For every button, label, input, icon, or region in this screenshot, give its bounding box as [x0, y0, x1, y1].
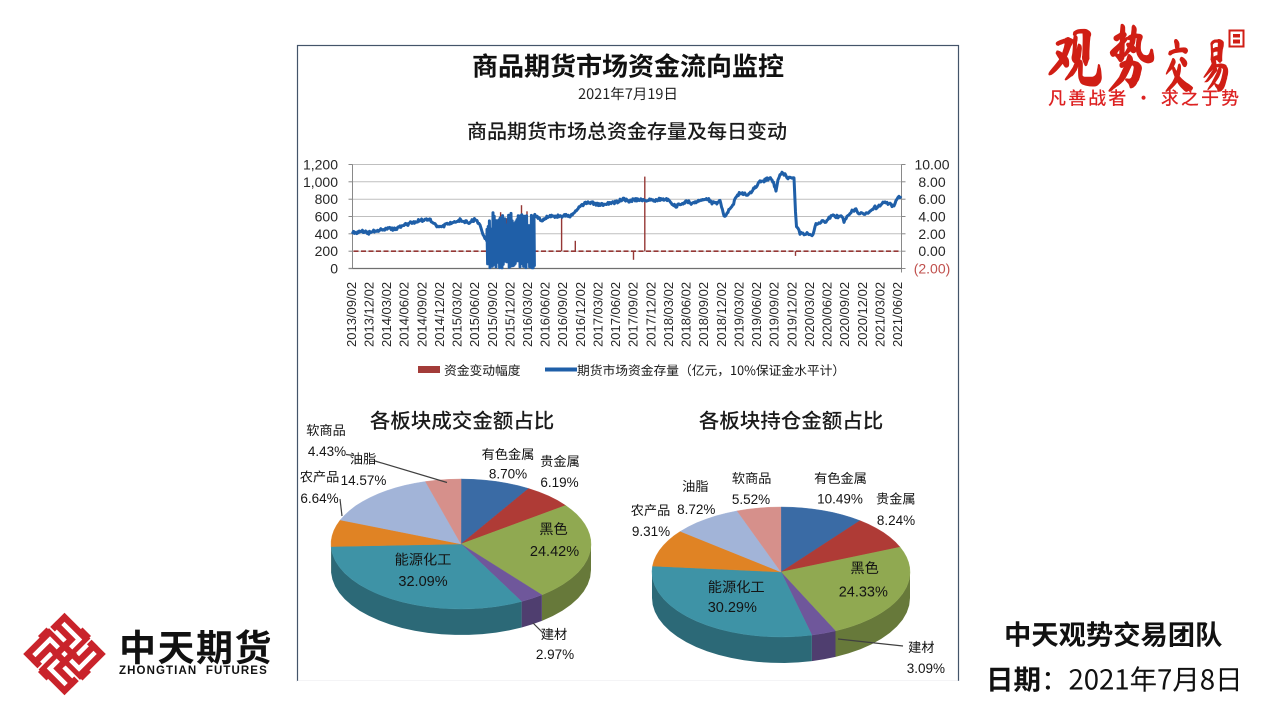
- svg-text:8.72%: 8.72%: [677, 502, 715, 517]
- svg-text:2016/06/02: 2016/06/02: [538, 282, 553, 347]
- svg-text:2015/06/02: 2015/06/02: [467, 282, 482, 347]
- svg-text:5.52%: 5.52%: [732, 492, 770, 507]
- svg-text:2015/09/02: 2015/09/02: [485, 282, 500, 347]
- svg-text:2020/03/02: 2020/03/02: [802, 282, 817, 347]
- svg-text:10.49%: 10.49%: [817, 492, 863, 507]
- svg-text:(2.00): (2.00): [914, 261, 951, 277]
- svg-text:4.00: 4.00: [918, 209, 945, 225]
- svg-text:2013/09/02: 2013/09/02: [344, 282, 359, 347]
- svg-text:0: 0: [330, 261, 338, 277]
- svg-text:2013/12/02: 2013/12/02: [361, 282, 376, 347]
- svg-text:6.19%: 6.19%: [540, 475, 578, 490]
- svg-text:400: 400: [315, 226, 339, 242]
- svg-text:2019/03/02: 2019/03/02: [731, 282, 746, 347]
- svg-text:10.00: 10.00: [914, 157, 949, 173]
- svg-text:2.00: 2.00: [918, 226, 945, 242]
- svg-text:8.00: 8.00: [918, 174, 945, 190]
- svg-text:800: 800: [315, 191, 339, 207]
- svg-text:8.24%: 8.24%: [877, 513, 915, 528]
- svg-text:2021/03/02: 2021/03/02: [872, 282, 887, 347]
- svg-text:1,200: 1,200: [303, 157, 338, 173]
- svg-text:2018/06/02: 2018/06/02: [679, 282, 694, 347]
- svg-text:32.09%: 32.09%: [398, 574, 447, 590]
- svg-text:2017/12/02: 2017/12/02: [643, 282, 658, 347]
- svg-text:6.64%: 6.64%: [300, 491, 338, 506]
- svg-text:8.70%: 8.70%: [489, 467, 527, 482]
- svg-text:ZHONGTIAN FUTURES: ZHONGTIAN FUTURES: [119, 665, 268, 677]
- svg-text:2019/12/02: 2019/12/02: [784, 282, 799, 347]
- svg-text:2021/06/02: 2021/06/02: [890, 282, 905, 347]
- svg-text:2015/12/02: 2015/12/02: [502, 282, 517, 347]
- svg-text:6.00: 6.00: [918, 191, 945, 207]
- svg-text:9.31%: 9.31%: [632, 524, 670, 539]
- svg-text:30.29%: 30.29%: [708, 600, 757, 616]
- svg-text:2019/09/02: 2019/09/02: [767, 282, 782, 347]
- svg-text:24.33%: 24.33%: [839, 585, 888, 601]
- svg-text:2016/09/02: 2016/09/02: [555, 282, 570, 347]
- svg-text:2018/09/02: 2018/09/02: [696, 282, 711, 347]
- svg-text:200: 200: [315, 243, 339, 259]
- svg-text:2016/12/02: 2016/12/02: [573, 282, 588, 347]
- svg-text:24.42%: 24.42%: [530, 544, 579, 560]
- svg-text:2018/03/02: 2018/03/02: [661, 282, 676, 347]
- svg-text:2017/03/02: 2017/03/02: [591, 282, 606, 347]
- svg-text:14.57%: 14.57%: [341, 473, 387, 488]
- svg-text:0.00: 0.00: [918, 243, 945, 259]
- svg-text:1,000: 1,000: [303, 174, 338, 190]
- svg-text:2016/03/02: 2016/03/02: [520, 282, 535, 347]
- svg-text:3.09%: 3.09%: [907, 661, 945, 676]
- svg-text:2019/06/02: 2019/06/02: [749, 282, 764, 347]
- svg-text:2014/03/02: 2014/03/02: [379, 282, 394, 347]
- svg-text:2015/03/02: 2015/03/02: [450, 282, 465, 347]
- svg-text:600: 600: [315, 209, 339, 225]
- svg-text:2020/06/02: 2020/06/02: [820, 282, 835, 347]
- svg-text:2014/09/02: 2014/09/02: [414, 282, 429, 347]
- svg-text:2017/09/02: 2017/09/02: [626, 282, 641, 347]
- svg-text:2018/12/02: 2018/12/02: [714, 282, 729, 347]
- svg-text:2020/12/02: 2020/12/02: [855, 282, 870, 347]
- svg-text:4.43%: 4.43%: [308, 444, 346, 459]
- svg-text:2017/06/02: 2017/06/02: [608, 282, 623, 347]
- svg-text:2020/09/02: 2020/09/02: [837, 282, 852, 347]
- svg-text:2.97%: 2.97%: [536, 647, 574, 662]
- svg-text:2014/06/02: 2014/06/02: [397, 282, 412, 347]
- svg-text:2014/12/02: 2014/12/02: [432, 282, 447, 347]
